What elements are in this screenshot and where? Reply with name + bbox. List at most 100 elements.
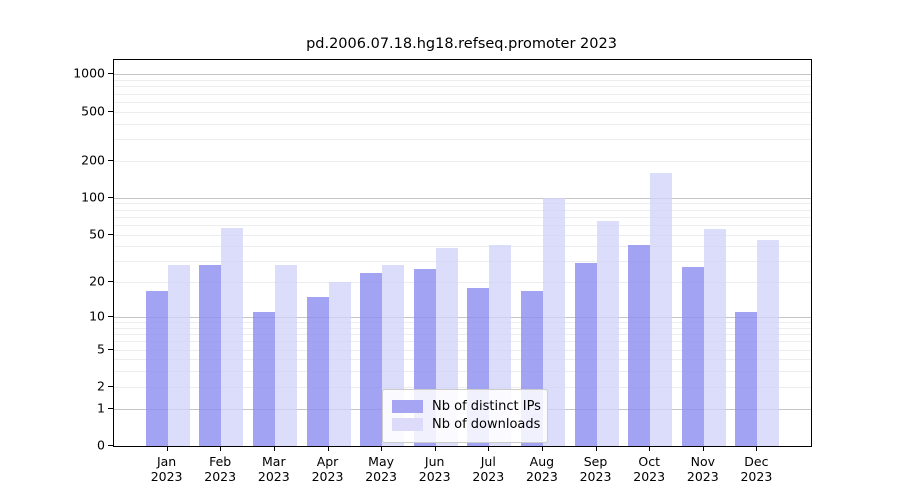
legend-label-downloads: Nb of downloads (432, 417, 541, 432)
ips-swatch-icon (392, 400, 423, 413)
y-tick-label-500: 500 (81, 103, 105, 118)
x-tick-mark (702, 446, 704, 451)
gridline-100 (114, 197, 811, 199)
gridline-1000 (114, 74, 811, 76)
x-tick-label-sep: Sep 2023 (579, 454, 612, 484)
bar-ips-sep (574, 263, 597, 446)
bar-downloads-feb (221, 227, 244, 446)
x-tick-label-jan: Jan 2023 (150, 454, 183, 484)
x-tick-label-jun: Jun 2023 (418, 454, 451, 484)
bar-downloads-oct (650, 172, 673, 446)
x-tick-label-oct: Oct 2023 (633, 454, 666, 484)
bar-ips-nov (681, 266, 704, 446)
x-tick-label-apr: Apr 2023 (311, 454, 344, 484)
bar-downloads-apr (328, 282, 351, 446)
y-tick-mark (108, 316, 113, 317)
bar-downloads-sep (596, 220, 619, 446)
x-tick-label-nov: Nov 2023 (686, 454, 719, 484)
plot-area: Nb of distinct IPs Nb of downloads (113, 59, 812, 447)
bar-ips-dec (735, 312, 758, 446)
legend-label-ips: Nb of distinct IPs (432, 399, 541, 414)
x-tick-label-may: May 2023 (365, 454, 397, 484)
gridline-200 (114, 160, 811, 162)
y-tick-mark (108, 385, 113, 387)
gridline-6 (114, 341, 811, 343)
bar-downloads-nov (703, 229, 726, 446)
y-tick-label-100: 100 (81, 189, 105, 205)
y-tick-label-1000: 1000 (73, 65, 105, 81)
x-tick-label-dec: Dec 2023 (740, 454, 773, 484)
y-tick-mark (108, 407, 113, 409)
legend-item-distinct-ips: Nb of distinct IPs (392, 399, 541, 414)
legend-item-downloads: Nb of downloads (392, 417, 541, 432)
x-tick-mark (273, 446, 275, 451)
y-tick-label-50: 50 (89, 226, 105, 241)
x-tick-label-feb: Feb 2023 (204, 454, 237, 484)
gridline-500 (114, 111, 811, 113)
gridline-7 (114, 334, 811, 336)
gridline-4 (114, 359, 811, 361)
bar-ips-mar (252, 312, 275, 446)
gridline-60 (114, 224, 811, 226)
y-tick-label-2: 2 (97, 378, 105, 394)
y-tick-mark (108, 73, 113, 75)
y-tick-label-10: 10 (89, 308, 105, 324)
y-tick-mark (108, 348, 113, 350)
x-tick-mark (595, 446, 597, 451)
bar-ips-jan (145, 290, 168, 446)
x-tick-mark (488, 446, 490, 451)
y-tick-label-1: 1 (97, 400, 105, 416)
gridline-3 (114, 371, 811, 373)
y-tick-label-20: 20 (89, 273, 105, 289)
gridline-90 (114, 203, 811, 205)
gridline-900 (114, 80, 811, 81)
y-tick-mark (108, 159, 113, 161)
gridline-40 (114, 246, 811, 248)
gridline-9 (114, 322, 811, 324)
x-tick-mark (166, 446, 168, 451)
y-tick-mark (108, 445, 113, 446)
downloads-swatch-icon (392, 418, 423, 431)
gridline-80 (114, 209, 811, 211)
gridline-600 (114, 101, 811, 103)
gridline-2 (114, 386, 811, 388)
bar-downloads-mar (274, 264, 297, 446)
gridline-70 (114, 216, 811, 218)
gridline-300 (114, 139, 811, 140)
x-tick-mark (220, 446, 222, 451)
y-tick-mark (108, 196, 113, 198)
gridline-20 (114, 282, 811, 284)
gridline-5 (114, 349, 811, 351)
y-tick-mark (108, 281, 113, 283)
x-tick-mark (327, 446, 329, 451)
x-tick-mark (434, 446, 436, 451)
bar-ips-may (360, 272, 383, 446)
legend: Nb of distinct IPs Nb of downloads (382, 389, 548, 443)
gridline-400 (114, 123, 811, 125)
chart-title: pd.2006.07.18.hg18.refseq.promoter 2023 (306, 36, 617, 52)
bar-ips-oct (628, 244, 651, 446)
gridline-700 (114, 93, 811, 95)
bar-downloads-aug (542, 197, 565, 446)
y-tick-label-5: 5 (97, 341, 105, 357)
x-tick-mark (756, 446, 758, 451)
bar-downloads-jan (167, 264, 190, 446)
y-tick-label-200: 200 (81, 152, 105, 168)
gridline-800 (114, 86, 811, 88)
x-tick-mark (649, 446, 651, 451)
y-tick-label-0: 0 (97, 437, 105, 453)
x-tick-mark (381, 446, 383, 451)
bar-downloads-dec (757, 240, 780, 446)
y-tick-mark (108, 233, 113, 235)
gridline-30 (114, 261, 811, 263)
gridline-8 (114, 327, 811, 329)
gridline-50 (114, 234, 811, 236)
x-tick-label-mar: Mar 2023 (257, 454, 290, 484)
x-tick-label-aug: Aug 2023 (525, 454, 558, 484)
y-tick-mark (108, 110, 113, 112)
x-tick-label-jul: Jul 2023 (472, 454, 505, 484)
x-tick-mark (541, 446, 543, 451)
bar-ips-apr (306, 296, 329, 446)
bar-ips-feb (199, 264, 222, 446)
